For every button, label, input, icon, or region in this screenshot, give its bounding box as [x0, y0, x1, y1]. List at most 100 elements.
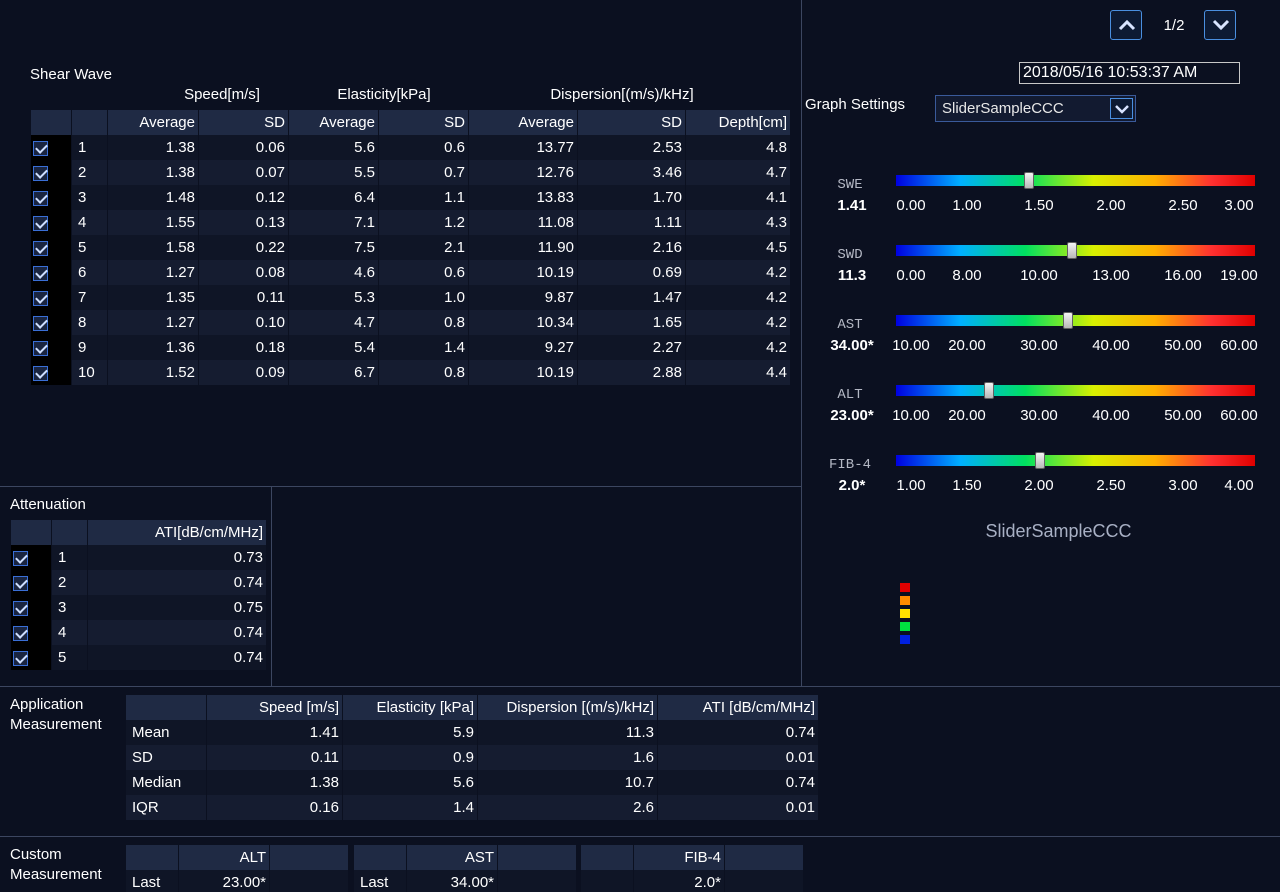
cell-el-sd: 1.2	[379, 210, 468, 235]
table-row: 3 1.48 0.12 6.4 1.1 13.83 1.70 4.1	[31, 185, 790, 210]
cell-el-avg: 4.7	[289, 310, 378, 335]
cell-depth: 4.4	[686, 360, 790, 385]
slider-tick-label: 19.00	[1220, 267, 1258, 284]
custom-row-label	[581, 870, 633, 892]
application-top-divider	[0, 686, 1280, 687]
slider-swd-thumb[interactable]	[1066, 242, 1077, 259]
row-checkbox[interactable]	[13, 575, 28, 591]
row-checkbox[interactable]	[33, 215, 48, 231]
page-up-button[interactable]	[1110, 10, 1142, 40]
row-checkbox[interactable]	[33, 140, 48, 156]
slider-tick-label: 2.00	[1096, 197, 1126, 214]
dropdown-button[interactable]	[1110, 98, 1133, 119]
cell-dispersion: 11.3	[478, 720, 657, 745]
slider-tick-label: 2.50	[1168, 197, 1198, 214]
row-index: 9	[72, 335, 107, 360]
slider-swe-track[interactable]	[896, 175, 1255, 186]
slider-ast-thumb[interactable]	[1063, 312, 1074, 329]
cell-speed-sd: 0.18	[199, 335, 288, 360]
cell-el-avg: 5.5	[289, 160, 378, 185]
col-speed-sd: SD	[199, 110, 288, 135]
elasticity-group-header: Elasticity[kPa]	[337, 86, 431, 103]
row-checkbox[interactable]	[13, 550, 28, 566]
row-checkbox[interactable]	[13, 625, 28, 641]
graph-settings-dropdown[interactable]: SliderSampleCCC	[935, 95, 1136, 122]
row-checkbox[interactable]	[13, 600, 28, 616]
cell-speed: 1.38	[207, 770, 342, 795]
custom-row-label: Last	[126, 870, 178, 892]
cell-elasticity: 0.9	[343, 745, 477, 770]
right-panel-divider	[801, 0, 802, 686]
row-checkbox[interactable]	[33, 165, 48, 181]
slider-tick-label: 30.00	[1020, 337, 1058, 354]
cell-depth: 4.1	[686, 185, 790, 210]
cell-ati: 0.74	[88, 645, 266, 670]
cell-speed-avg: 1.55	[108, 210, 198, 235]
slider-alt-value: 23.00*	[830, 407, 874, 424]
cell-el-avg: 5.3	[289, 285, 378, 310]
cell-el-sd: 0.7	[379, 160, 468, 185]
cell-el-sd: 1.0	[379, 285, 468, 310]
row-checkbox[interactable]	[13, 650, 28, 666]
cell-disp-avg: 10.34	[469, 310, 577, 335]
cell-speed: 0.16	[207, 795, 342, 820]
row-index: 3	[52, 595, 87, 620]
cell-disp-sd: 2.88	[578, 360, 685, 385]
col-dispersion-average: Average	[469, 110, 577, 135]
table-row: IQR 0.16 1.4 2.6 0.01	[126, 795, 818, 820]
table-row: 8 1.27 0.10 4.7 0.8 10.34 1.65 4.2	[31, 310, 790, 335]
table-row: 5 0.74	[11, 645, 266, 670]
cell-elasticity: 1.4	[343, 795, 477, 820]
slider-fib-4-thumb[interactable]	[1034, 452, 1045, 469]
cell-disp-avg: 11.90	[469, 235, 577, 260]
cell-el-sd: 0.6	[379, 135, 468, 160]
custom-empty-cell	[498, 870, 576, 892]
slider-ast-track[interactable]	[896, 315, 1255, 326]
row-checkbox-cell	[31, 135, 71, 160]
cell-el-avg: 7.5	[289, 235, 378, 260]
cell-speed-sd: 0.11	[199, 285, 288, 310]
slider-tick-label: 20.00	[948, 407, 986, 424]
cell-ati: 0.01	[658, 745, 818, 770]
cell-depth: 4.2	[686, 260, 790, 285]
slider-swe-label: SWE	[837, 177, 863, 193]
cell-depth: 4.2	[686, 285, 790, 310]
custom-title-line1: Custom	[10, 846, 62, 863]
slider-alt-thumb[interactable]	[984, 382, 995, 399]
slider-swe-thumb[interactable]	[1023, 172, 1034, 189]
row-index: 1	[52, 545, 87, 570]
header-empty-cell	[270, 845, 348, 870]
page-indicator: 1/2	[1163, 17, 1185, 34]
cell-disp-sd: 2.27	[578, 335, 685, 360]
table-row: 10 1.52 0.09 6.7 0.8 10.19 2.88 4.4	[31, 360, 790, 385]
row-index: 2	[72, 160, 107, 185]
row-checkbox[interactable]	[33, 340, 48, 356]
row-checkbox[interactable]	[33, 240, 48, 256]
row-checkbox-cell	[31, 160, 71, 185]
page-down-button[interactable]	[1204, 10, 1236, 40]
cell-disp-sd: 1.11	[578, 210, 685, 235]
row-checkbox-cell	[11, 620, 51, 645]
row-checkbox[interactable]	[33, 290, 48, 306]
table-row: 2 0.74	[11, 570, 266, 595]
slider-tick-label: 4.00	[1224, 477, 1254, 494]
slider-alt-track[interactable]	[896, 385, 1255, 396]
cell-el-sd: 1.4	[379, 335, 468, 360]
stat-label: Median	[126, 770, 206, 795]
cell-disp-avg: 9.87	[469, 285, 577, 310]
cell-el-avg: 5.4	[289, 335, 378, 360]
row-checkbox[interactable]	[33, 265, 48, 281]
slider-fib-4-track[interactable]	[896, 455, 1255, 466]
row-index: 2	[52, 570, 87, 595]
custom-top-divider	[0, 836, 1280, 837]
table-row: 1 1.38 0.06 5.6 0.6 13.77 2.53 4.8	[31, 135, 790, 160]
cell-speed-sd: 0.06	[199, 135, 288, 160]
custom-empty-cell	[725, 870, 803, 892]
table-row: 2 1.38 0.07 5.5 0.7 12.76 3.46 4.7	[31, 160, 790, 185]
row-checkbox-cell	[11, 645, 51, 670]
row-checkbox[interactable]	[33, 365, 48, 381]
custom-table-ast: AST Last 34.00*	[353, 845, 577, 892]
row-checkbox[interactable]	[33, 190, 48, 206]
custom-table-fib-4: FIB-4 2.0*	[580, 845, 804, 892]
row-checkbox[interactable]	[33, 315, 48, 331]
